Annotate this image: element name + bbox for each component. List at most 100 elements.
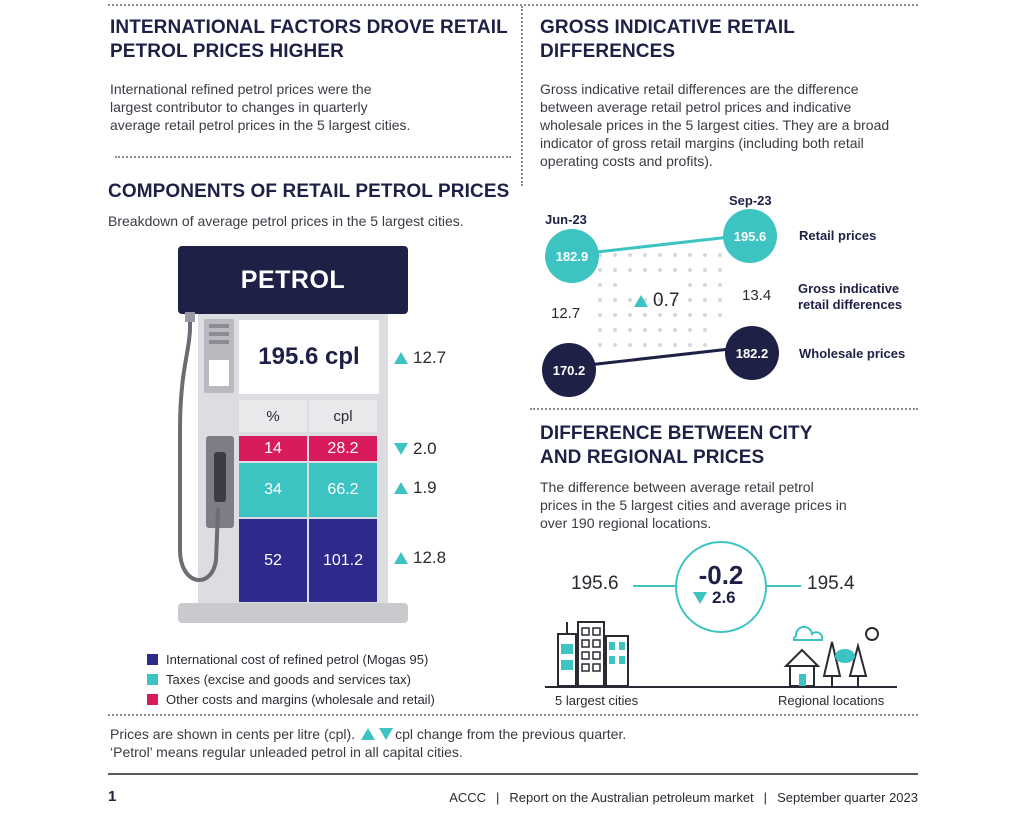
total-price: 195.6 cpl (258, 343, 360, 370)
down-triangle-icon (394, 443, 408, 455)
intl-change: 12.8 (394, 548, 446, 568)
label-retail: Retail prices (799, 228, 877, 243)
pump-base (178, 603, 408, 623)
diff-change: 0.7 (634, 290, 679, 312)
legend-swatch (147, 674, 158, 685)
legend-swatch (147, 654, 158, 665)
regional-price: 195.4 (807, 573, 855, 594)
up-triangle-icon (394, 482, 408, 494)
col-header-pct-label: % (266, 407, 280, 425)
total-change: 12.7 (394, 348, 446, 368)
retail-end-circle: 195.6 (723, 209, 777, 263)
col-header-cpl-label: cpl (333, 407, 353, 425)
pump-meter-line (209, 340, 229, 344)
difference-change: 2.6 (693, 588, 736, 608)
legend-label: International cost of refined petrol (Mo… (166, 652, 429, 667)
col-header-cpl: cpl (309, 400, 377, 432)
taxes-change-value: 1.9 (413, 478, 437, 497)
row-intl-pct-value: 52 (264, 551, 282, 569)
diff-end: 13.4 (742, 287, 772, 304)
other-change: 2.0 (394, 439, 437, 459)
row-taxes-cpl: 66.2 (309, 463, 377, 517)
footer-period: September quarter 2023 (777, 790, 918, 805)
difference-change-value: 2.6 (712, 588, 736, 607)
other-change-value: 2.0 (413, 439, 437, 458)
row-other-cpl: 28.2 (309, 436, 377, 461)
row-other-pct-value: 14 (264, 439, 282, 457)
row-taxes-pct: 34 (239, 463, 307, 517)
pump-nozzle (214, 452, 226, 502)
down-triangle-icon (379, 728, 394, 740)
city-label: 5 largest cities (555, 693, 639, 708)
label-wholesale: Wholesale prices (799, 346, 906, 361)
city-price: 195.6 (571, 573, 619, 594)
pump-sign: PETROL (178, 246, 408, 314)
up-triangle-icon (394, 352, 408, 364)
label-gross: Gross indicative retail differences (798, 281, 903, 312)
wholesale-start-value: 170.2 (552, 362, 586, 378)
difference-circle (675, 541, 767, 633)
row-other-pct: 14 (239, 436, 307, 461)
footnote: Prices are shown in cents per litre (cpl… (110, 725, 626, 761)
wholesale-end-value: 182.2 (735, 345, 769, 361)
footer-separator: | (496, 790, 500, 805)
right-divider (530, 408, 918, 410)
section-title-city-regional: DIFFERENCE BETWEEN CITY AND REGIONAL PRI… (540, 423, 813, 468)
section-title-international: INTERNATIONAL FACTORS DROVE RETAIL PETRO… (110, 17, 508, 62)
connector-right (767, 585, 801, 587)
footer-rule (108, 773, 918, 775)
footnote-line2: ‘Petrol’ means regular unleaded petrol i… (110, 744, 463, 760)
wholesale-end-circle: 182.2 (725, 326, 779, 380)
period-start: Jun-23 (545, 212, 587, 227)
footnote-divider (108, 714, 918, 716)
down-triangle-icon (693, 592, 707, 604)
row-taxes-cpl-value: 66.2 (327, 481, 359, 498)
pump-hose (178, 312, 220, 582)
dot-grid (583, 253, 722, 347)
total-change-value: 12.7 (413, 348, 447, 367)
price-display: 195.6 cpl (239, 320, 379, 394)
legend-label: Taxes (excise and goods and services tax… (166, 672, 411, 687)
retail-end-value: 195.6 (733, 228, 767, 244)
left-divider (115, 156, 511, 158)
legend-item-other: Other costs and margins (wholesale and r… (147, 692, 435, 707)
legend-item-intl: International cost of refined petrol (Mo… (147, 652, 428, 667)
wholesale-line (569, 347, 731, 369)
up-triangle-icon (394, 552, 408, 564)
footer-separator: | (763, 790, 768, 805)
footer-text: ACCC | Report on the Australian petroleu… (390, 790, 918, 805)
footnote-line1: Prices are shown in cents per litre (cpl… (110, 726, 627, 742)
row-intl-cpl-value: 101.2 (322, 551, 364, 569)
regional-house-trees-icon (783, 625, 879, 687)
wholesale-start-circle: 170.2 (542, 343, 596, 397)
row-intl-cpl: 101.2 (309, 519, 377, 602)
difference-value: -0.2 (698, 560, 744, 590)
connector-left (633, 585, 677, 587)
diff-change-value: 0.7 (653, 290, 680, 311)
section-title-components: COMPONENTS OF RETAIL PETROL PRICES (108, 181, 510, 202)
ground-line (545, 686, 897, 688)
section-body-international: International refined petrol prices were… (110, 81, 411, 133)
section-body-city-regional: The difference between average retail pe… (540, 479, 847, 531)
section-body-gross: Gross indicative retail differences are … (540, 81, 890, 169)
pump-meter-line (209, 332, 229, 336)
up-triangle-icon (634, 295, 648, 307)
page-number: 1 (108, 788, 117, 805)
col-header-pct: % (239, 400, 307, 432)
retail-start-value: 182.9 (555, 248, 589, 264)
period-end: Sep-23 (729, 193, 772, 208)
row-intl-pct: 52 (239, 519, 307, 602)
pump-meter-line (209, 324, 229, 328)
section-subtitle-components: Breakdown of average petrol prices in th… (108, 213, 464, 229)
city-buildings-icon (557, 621, 629, 687)
regional-label: Regional locations (778, 693, 885, 708)
row-other-cpl-value: 28.2 (327, 439, 359, 457)
legend-item-taxes: Taxes (excise and goods and services tax… (147, 672, 411, 687)
pump-sign-label: PETROL (240, 265, 346, 294)
diff-start: 12.7 (551, 305, 581, 322)
taxes-change: 1.9 (394, 478, 437, 498)
footer-report: Report on the Australian petroleum marke… (509, 790, 754, 805)
column-divider (521, 6, 523, 186)
up-triangle-icon (361, 728, 376, 740)
retail-start-circle: 182.9 (545, 229, 599, 283)
